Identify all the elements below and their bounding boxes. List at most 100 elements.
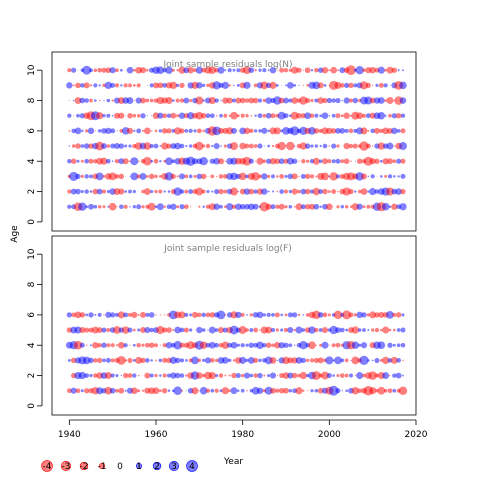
bubble	[269, 66, 277, 74]
bubble	[204, 357, 212, 364]
bubble	[185, 374, 188, 377]
bubble	[155, 359, 157, 362]
bubble	[171, 159, 176, 164]
bubble	[331, 159, 336, 164]
bubble	[343, 142, 350, 150]
bubble	[374, 357, 380, 363]
bubble	[88, 203, 94, 210]
bubble	[175, 98, 180, 103]
bubble	[89, 373, 93, 378]
bubble	[147, 202, 156, 211]
bubble	[88, 312, 94, 318]
bubble	[156, 325, 165, 335]
bubble	[144, 342, 150, 348]
bubble	[335, 113, 341, 119]
bubble	[270, 204, 276, 210]
bubble	[390, 356, 398, 364]
bubble	[68, 129, 71, 132]
bubble	[399, 97, 407, 104]
bubble	[231, 204, 237, 209]
bubble	[302, 389, 305, 392]
bubble	[150, 189, 154, 194]
bubble	[202, 99, 205, 102]
bubble	[220, 99, 222, 102]
bubble	[230, 387, 238, 395]
bubble	[149, 143, 154, 149]
bubble	[238, 326, 247, 335]
bubble	[335, 128, 341, 134]
bubble	[199, 157, 208, 166]
bubble	[364, 96, 373, 105]
bubble	[94, 130, 96, 132]
bubble	[339, 128, 346, 134]
bubble	[283, 97, 289, 104]
bubble	[159, 145, 162, 147]
bubble	[246, 390, 248, 392]
bubble	[176, 114, 180, 118]
bubble	[176, 205, 180, 209]
bubble	[118, 143, 125, 149]
bubble	[312, 310, 321, 320]
bubble	[385, 187, 395, 196]
bubble	[297, 313, 301, 317]
bubble	[165, 66, 173, 74]
bubble	[318, 189, 324, 194]
bubble	[230, 142, 238, 150]
bubble	[135, 66, 143, 74]
bubble	[287, 312, 293, 318]
bubble	[95, 141, 105, 151]
bubble	[184, 174, 189, 179]
bubble	[128, 83, 132, 88]
panel-1: Joint sample residuals log(N) 0 2 4 6 8 10	[27, 51, 417, 232]
bubble	[164, 314, 166, 316]
bubble	[202, 205, 205, 208]
bubble	[217, 66, 225, 74]
bubble	[136, 342, 141, 348]
bubble	[360, 127, 368, 135]
bubble	[83, 82, 90, 89]
bubble	[228, 389, 231, 393]
bubble	[130, 172, 139, 181]
bubble	[154, 129, 158, 133]
bubble	[284, 205, 288, 209]
bubble	[178, 66, 186, 74]
bubble	[232, 359, 236, 362]
bubble	[186, 341, 195, 350]
bubble	[400, 188, 406, 195]
legend-label: -4	[43, 462, 52, 472]
bubble	[295, 326, 303, 334]
bubble	[114, 112, 120, 119]
bubble	[265, 203, 272, 210]
bubble	[284, 174, 288, 178]
bubble	[276, 190, 279, 193]
bubble	[88, 143, 94, 149]
bubble	[323, 84, 327, 87]
bubble	[194, 329, 196, 331]
bubble	[136, 204, 142, 210]
bubble	[216, 175, 218, 178]
bubble	[354, 190, 357, 193]
bubble	[236, 343, 240, 347]
bubble	[101, 342, 107, 348]
bubble	[72, 84, 75, 87]
bubble	[202, 358, 206, 363]
bubble	[288, 204, 293, 209]
bubble	[319, 205, 322, 208]
bubble	[215, 358, 219, 363]
bubble	[195, 141, 204, 151]
bubble	[212, 81, 221, 90]
bubble	[377, 111, 386, 120]
bubble	[238, 172, 247, 181]
panel-title: Joint sample residuals log(F)	[163, 244, 291, 254]
bubble	[88, 357, 94, 364]
bubble	[314, 98, 319, 103]
y-tick-label: 8	[27, 281, 37, 287]
bubble	[257, 372, 263, 379]
bubble	[302, 314, 305, 316]
bubble	[191, 387, 199, 395]
bubble	[283, 113, 289, 119]
bubble	[296, 112, 302, 119]
bubble	[210, 174, 215, 179]
bubble	[243, 81, 251, 90]
